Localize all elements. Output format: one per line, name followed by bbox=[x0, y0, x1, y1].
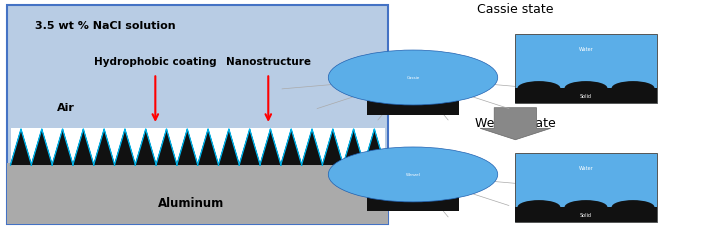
Text: Water: Water bbox=[579, 165, 593, 170]
Polygon shape bbox=[239, 130, 260, 165]
Bar bbox=[11, 129, 385, 166]
Polygon shape bbox=[11, 130, 31, 165]
Bar bbox=[515, 89, 657, 104]
Polygon shape bbox=[177, 130, 198, 165]
Polygon shape bbox=[177, 130, 198, 165]
Text: Wenzel state: Wenzel state bbox=[475, 117, 556, 129]
Text: Cassie: Cassie bbox=[407, 76, 419, 80]
Polygon shape bbox=[114, 130, 136, 165]
Polygon shape bbox=[73, 130, 94, 165]
Text: 3.5 wt % NaCl solution: 3.5 wt % NaCl solution bbox=[35, 21, 176, 30]
Polygon shape bbox=[260, 130, 281, 165]
Circle shape bbox=[328, 147, 498, 202]
Polygon shape bbox=[260, 130, 281, 165]
Bar bbox=[515, 207, 657, 222]
Polygon shape bbox=[301, 130, 323, 165]
Polygon shape bbox=[198, 130, 218, 165]
Circle shape bbox=[328, 51, 498, 106]
Polygon shape bbox=[73, 130, 94, 165]
Wedge shape bbox=[611, 200, 654, 207]
Polygon shape bbox=[136, 130, 156, 165]
Text: Water: Water bbox=[579, 46, 593, 52]
Text: Wenzel: Wenzel bbox=[406, 173, 420, 177]
Text: Hydrophobic coating: Hydrophobic coating bbox=[94, 57, 217, 67]
Polygon shape bbox=[136, 130, 156, 165]
Polygon shape bbox=[218, 130, 239, 165]
Wedge shape bbox=[565, 82, 607, 89]
Polygon shape bbox=[301, 130, 323, 165]
Polygon shape bbox=[31, 130, 52, 165]
FancyBboxPatch shape bbox=[7, 6, 388, 224]
Wedge shape bbox=[565, 200, 607, 207]
Polygon shape bbox=[52, 130, 73, 165]
Bar bbox=[515, 154, 657, 222]
Polygon shape bbox=[198, 130, 218, 165]
Text: Solid: Solid bbox=[580, 212, 592, 217]
Polygon shape bbox=[364, 130, 385, 165]
Text: Nanostructure: Nanostructure bbox=[226, 57, 311, 67]
Text: Solid: Solid bbox=[580, 94, 592, 99]
Polygon shape bbox=[281, 130, 301, 165]
FancyArrow shape bbox=[480, 108, 551, 140]
Polygon shape bbox=[218, 130, 239, 165]
Polygon shape bbox=[323, 130, 343, 165]
Polygon shape bbox=[94, 130, 114, 165]
Polygon shape bbox=[52, 130, 73, 165]
Polygon shape bbox=[239, 130, 260, 165]
Text: Air: Air bbox=[56, 103, 74, 112]
Bar bbox=[367, 101, 459, 115]
Wedge shape bbox=[517, 200, 561, 207]
Bar bbox=[515, 35, 657, 104]
Polygon shape bbox=[281, 130, 301, 165]
Polygon shape bbox=[31, 130, 52, 165]
Bar bbox=[7, 163, 388, 224]
Polygon shape bbox=[11, 130, 31, 165]
Polygon shape bbox=[364, 130, 385, 165]
Polygon shape bbox=[343, 130, 364, 165]
Polygon shape bbox=[156, 130, 177, 165]
Polygon shape bbox=[94, 130, 114, 165]
Wedge shape bbox=[517, 82, 561, 89]
Text: Aluminum: Aluminum bbox=[157, 196, 224, 209]
Text: Cassie state: Cassie state bbox=[477, 3, 554, 16]
Wedge shape bbox=[611, 82, 654, 89]
Polygon shape bbox=[343, 130, 364, 165]
Polygon shape bbox=[114, 130, 136, 165]
Polygon shape bbox=[323, 130, 343, 165]
Polygon shape bbox=[156, 130, 177, 165]
Bar bbox=[367, 197, 459, 211]
